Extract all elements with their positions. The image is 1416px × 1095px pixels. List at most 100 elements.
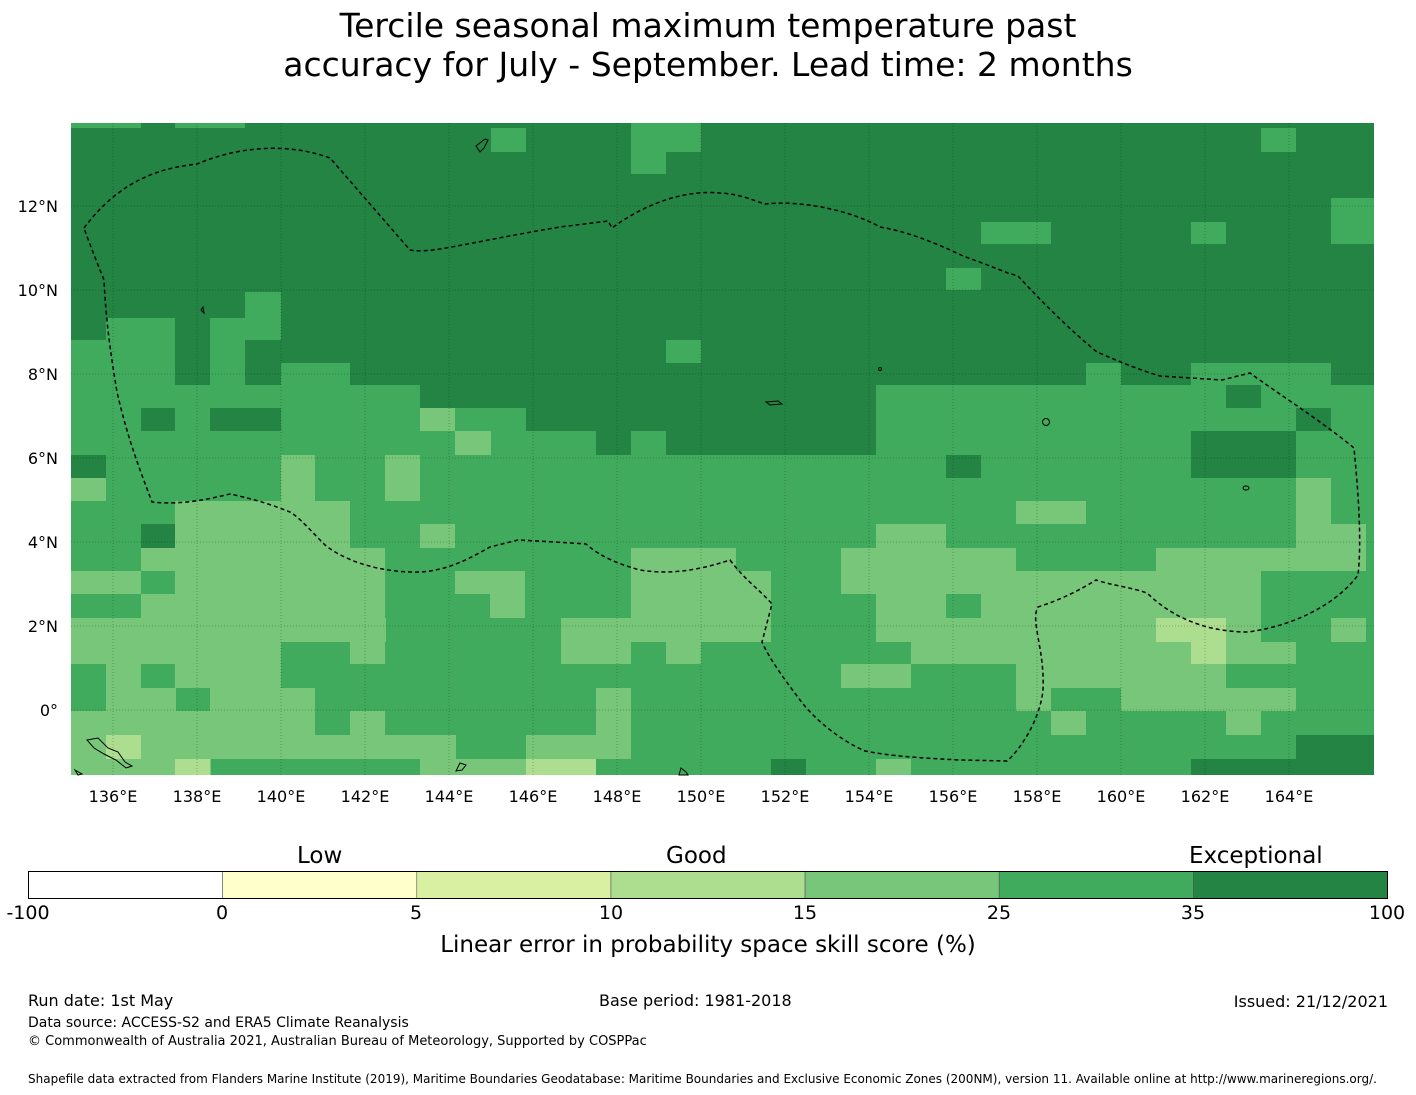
- region-good: [455, 431, 491, 455]
- region-good: [175, 664, 281, 688]
- region-good: [1296, 524, 1366, 548]
- region-high-west-3: [245, 340, 281, 385]
- lat-tick-label: 4°N: [28, 533, 58, 552]
- colorbar-tick: 10: [598, 902, 624, 924]
- patch: [175, 123, 245, 128]
- lon-tick-label: 144°E: [425, 787, 474, 806]
- colorbar-cells: [28, 871, 1388, 899]
- patch-high: [1226, 385, 1261, 408]
- chart-title: Tercile seasonal maximum temperature pas…: [0, 6, 1416, 84]
- region-good: [71, 711, 315, 735]
- coastlines: [73, 138, 1250, 776]
- region-good: [1016, 688, 1051, 711]
- lon-tick-label: 158°E: [1013, 787, 1062, 806]
- colorbar-tick: -100: [6, 902, 50, 924]
- region-good: [350, 711, 385, 735]
- patch-high: [596, 431, 631, 455]
- region-good: [526, 735, 631, 759]
- graticule: [71, 123, 1374, 775]
- region-good: [141, 594, 385, 618]
- colorbar-cell: [416, 871, 612, 899]
- region-good: [1226, 618, 1261, 642]
- region-good: [841, 548, 1016, 571]
- region-good: [71, 618, 386, 642]
- region-good: [1121, 688, 1296, 711]
- colorbar-tick: 5: [409, 902, 423, 924]
- island-coast: [200, 305, 205, 315]
- region-high-band: [350, 363, 1086, 385]
- island-coast: [455, 762, 467, 772]
- colorbar-title: Linear error in probability space skill …: [440, 932, 976, 958]
- region-good: [490, 594, 525, 618]
- island-coast: [678, 767, 689, 776]
- region-good: [71, 478, 106, 501]
- region-high-north-2: [281, 318, 1374, 363]
- region-good: [876, 594, 946, 618]
- eez-boundary: [83, 147, 1361, 762]
- region-good: [981, 594, 1261, 618]
- colorbar: [28, 871, 1388, 899]
- colorbar-cell: [804, 871, 1000, 899]
- lon-tick-label: 136°E: [89, 787, 138, 806]
- patch-high: [141, 524, 175, 548]
- colorbar-label-low: Low: [297, 843, 343, 869]
- lat-tick-label: 6°N: [28, 449, 58, 468]
- colorbar-cell: [998, 871, 1194, 899]
- region-good: [71, 571, 141, 594]
- region-high-band-4: [666, 431, 876, 455]
- lon-tick-label: 138°E: [173, 787, 222, 806]
- region-good: [1051, 711, 1086, 735]
- region-good: [876, 524, 946, 548]
- base-period: Base period: 1981-2018: [599, 991, 792, 1010]
- lat-tick-label: 12°N: [18, 197, 58, 216]
- region-good: [210, 688, 315, 711]
- region-high-band-3: [526, 408, 876, 431]
- region-good: [71, 642, 281, 664]
- lat-tick-labels: 12°N 10°N 8°N 6°N 4°N 2°N 0°: [18, 197, 58, 720]
- palau-coast: [86, 737, 134, 769]
- region-good: [561, 618, 771, 642]
- patch-high: [1296, 408, 1331, 431]
- region-good: [1016, 501, 1086, 524]
- region-good: [1016, 664, 1226, 688]
- lat-tick-label: 0°: [40, 701, 58, 720]
- colorbar-cell: [222, 871, 418, 899]
- skill-map-cells: [71, 123, 1374, 775]
- patch: [1051, 408, 1121, 431]
- patch: [1191, 363, 1331, 385]
- patch: [71, 123, 141, 128]
- patch: [1261, 128, 1296, 152]
- patch-high: [771, 759, 806, 775]
- region-good: [1296, 548, 1366, 571]
- lon-tick-label: 160°E: [1097, 787, 1146, 806]
- colorbar-tick: 35: [1180, 902, 1206, 924]
- patch-high: [1191, 759, 1296, 775]
- patch: [981, 385, 1016, 408]
- region-good: [876, 759, 911, 775]
- patch-high: [71, 455, 106, 478]
- lon-tick-label: 140°E: [257, 787, 306, 806]
- region-high-band-2: [420, 385, 876, 408]
- region-good: [106, 664, 141, 688]
- patch: [1086, 363, 1121, 408]
- region-good: [561, 642, 631, 664]
- region-good: [841, 664, 911, 688]
- region-good: [666, 642, 701, 664]
- region-good: [141, 548, 385, 571]
- region-good: [1331, 618, 1366, 642]
- lon-tick-label: 162°E: [1181, 787, 1230, 806]
- issued-date: Issued: 21/12/2021: [1233, 992, 1388, 1011]
- colorbar-tick: 15: [792, 902, 818, 924]
- region-good: [596, 711, 631, 735]
- colorbar-tick: 25: [986, 902, 1012, 924]
- copyright: © Commonwealth of Australia 2021, Austra…: [28, 1034, 647, 1049]
- patch: [491, 128, 526, 152]
- region-good: [106, 688, 176, 711]
- patch: [210, 340, 245, 385]
- region-high-west: [71, 318, 106, 340]
- region-good: [631, 571, 771, 594]
- region-good: [420, 524, 455, 548]
- island-coast: [73, 768, 84, 776]
- skill-map: 136°E 138°E 140°E 142°E 144°E 146°E 148°…: [18, 123, 1374, 806]
- region-good: [1296, 478, 1331, 524]
